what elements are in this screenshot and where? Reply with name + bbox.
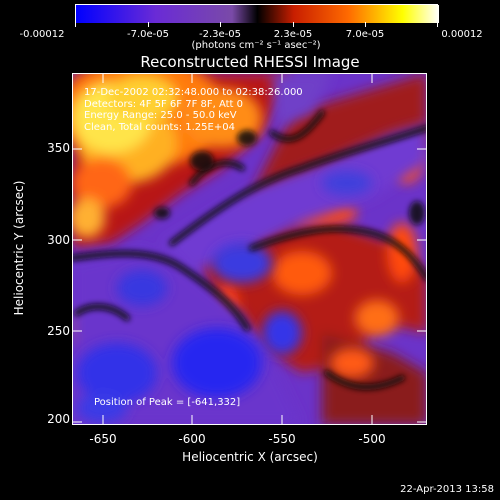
- y-tick-label: 200: [47, 412, 70, 426]
- y-axis-label: Heliocentric Y (arcsec): [12, 180, 26, 316]
- colorbar-tick-label: 0.00012: [441, 29, 483, 40]
- colorbar-units: (photons cm⁻² s⁻¹ asec⁻²): [191, 40, 321, 51]
- x-tick-label: -650: [89, 432, 117, 446]
- plot-axes-frame: [72, 73, 427, 425]
- y-tick-label: 300: [47, 233, 70, 247]
- x-axis-label: Heliocentric X (arcsec): [182, 450, 318, 464]
- energy-range: Energy Range: 25.0 - 50.0 keV: [84, 110, 237, 121]
- y-tick-label: 250: [47, 324, 70, 338]
- total-counts: Clean, Total counts: 1.25E+04: [84, 121, 235, 133]
- image-title: Reconstructed RHESSI Image: [140, 53, 360, 71]
- colorbar-tick-label: -0.00012: [19, 29, 65, 40]
- solar-image-plot: 17-Dec-2002 02:32:48.000 to 02:38:26.000…: [72, 73, 427, 425]
- x-tick-label: -600: [178, 432, 206, 446]
- colorbar-tick-label: -2.3e-05: [199, 29, 241, 40]
- x-tick-label: -550: [268, 432, 296, 446]
- peak-position: Position of Peak = [-641,332]: [94, 397, 241, 408]
- timestamp-footer: 22-Apr-2013 13:58: [400, 484, 494, 495]
- rhessi-map: [72, 73, 427, 425]
- x-tick-label: -500: [358, 432, 386, 446]
- colorbar-gradient: [76, 5, 439, 23]
- colorbar-tick-label: -7.0e-05: [127, 29, 169, 40]
- colorbar-tick-label: 2.3e-05: [273, 29, 313, 40]
- detectors: Detectors: 4F 5F 6F 7F 8F, Att 0: [84, 98, 244, 110]
- time-range: 17-Dec-2002 02:32:48.000 to 02:38:26.000: [84, 87, 303, 98]
- colorbar-tick-label: 7.0e-05: [345, 29, 385, 40]
- observation-info: 17-Dec-2002 02:32:48.000 to 02:38:26.000…: [84, 87, 303, 133]
- colorbar: [75, 4, 439, 23]
- y-tick-label: 350: [47, 141, 70, 155]
